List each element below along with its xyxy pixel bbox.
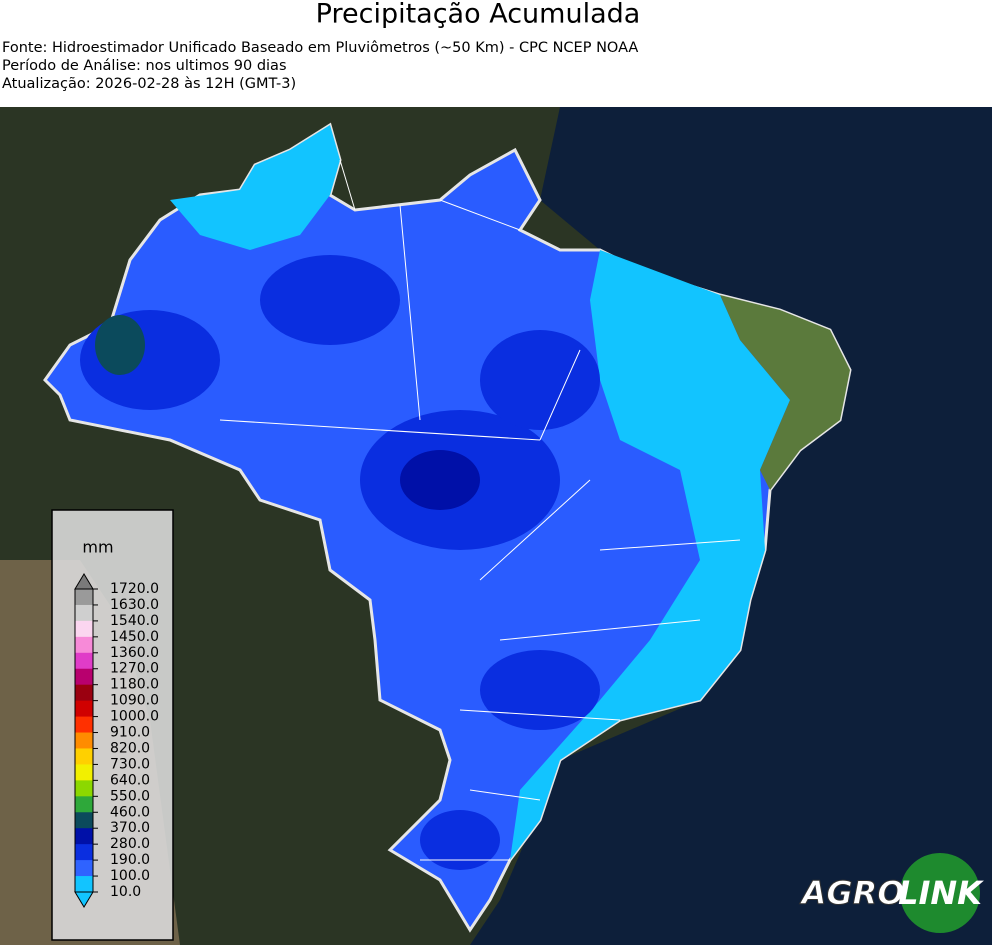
colorbar-bin (75, 764, 93, 781)
colorbar-label: 370.0 (110, 820, 150, 836)
map (0, 107, 992, 945)
legend: mm 1720.01630.01540.01450.01360.01270.01… (51, 509, 174, 941)
colorbar-frame (74, 588, 94, 893)
colorbar-bin (75, 780, 93, 797)
colorbar-bin (75, 828, 93, 845)
update-line: Atualização: 2026-02-28 às 12H (GMT-3) (2, 76, 296, 92)
colorbar-label: 1540.0 (110, 613, 159, 629)
colorbar-label: 1630.0 (110, 597, 159, 613)
colorbar-bin (75, 732, 93, 749)
low-rain-region (510, 250, 790, 860)
colorbar-label: 1000.0 (110, 709, 159, 725)
colorbar-bin (75, 844, 93, 861)
colorbar-bin (75, 812, 93, 829)
wet-area (260, 255, 400, 345)
wet-area (420, 810, 500, 870)
period-line: Período de Análise: nos ultimos 90 dias (2, 58, 287, 74)
wet-area (480, 650, 600, 730)
wet-area (480, 330, 600, 430)
colorbar-label: 1360.0 (110, 645, 159, 661)
legend-box (51, 509, 174, 941)
colorbar-label: 820.0 (110, 740, 150, 756)
colorbar-label: 640.0 (110, 772, 150, 788)
colorbar-label: 100.0 (110, 868, 150, 884)
colorbar-bin (75, 604, 93, 622)
colorbar-label: 460.0 (110, 804, 150, 820)
colorbar-bin (75, 636, 93, 654)
colorbar-label: 1180.0 (110, 677, 159, 693)
dry-region (720, 295, 850, 490)
colorbar-label: 910.0 (110, 725, 150, 741)
colorbar-bin (75, 589, 93, 606)
colorbar-label: 1720.0 (110, 581, 159, 597)
colorbar-bin (75, 860, 93, 877)
colorbar-label: 10.0 (110, 884, 141, 900)
logo-left: AGRO (799, 874, 905, 912)
colorbar-bin (75, 748, 93, 765)
colorbar-label: 190.0 (110, 852, 150, 868)
north-cyan (170, 125, 340, 250)
colorbar-bin (75, 620, 93, 638)
state-borders (219, 159, 741, 861)
colorbar-label: 550.0 (110, 788, 150, 804)
very-wet-area (95, 315, 145, 375)
colorbar-label: 730.0 (110, 756, 150, 772)
colorbar-label: 280.0 (110, 836, 150, 852)
colorbar-bin (75, 684, 93, 702)
colorbar-label: 1450.0 (110, 629, 159, 645)
source-line: Fonte: Hidroestimador Unificado Baseado … (2, 40, 638, 56)
logo-circle (900, 853, 980, 933)
colorbar-bin (75, 796, 93, 813)
colorbar-bin (75, 716, 93, 734)
logo-right: LINK (898, 874, 984, 912)
colorbar-bin (75, 876, 93, 893)
title: Precipitação Acumulada (316, 0, 641, 30)
colorbar-label: 1090.0 (110, 693, 159, 709)
colorbar-bin (75, 668, 93, 686)
logo: AGRO LINK (798, 853, 984, 933)
legend-unit: mm (82, 538, 113, 557)
colorbar-label: 1270.0 (110, 661, 159, 677)
colorbar-bin (75, 652, 93, 670)
very-wet-area (400, 450, 480, 510)
colorbar-bin (75, 700, 93, 718)
